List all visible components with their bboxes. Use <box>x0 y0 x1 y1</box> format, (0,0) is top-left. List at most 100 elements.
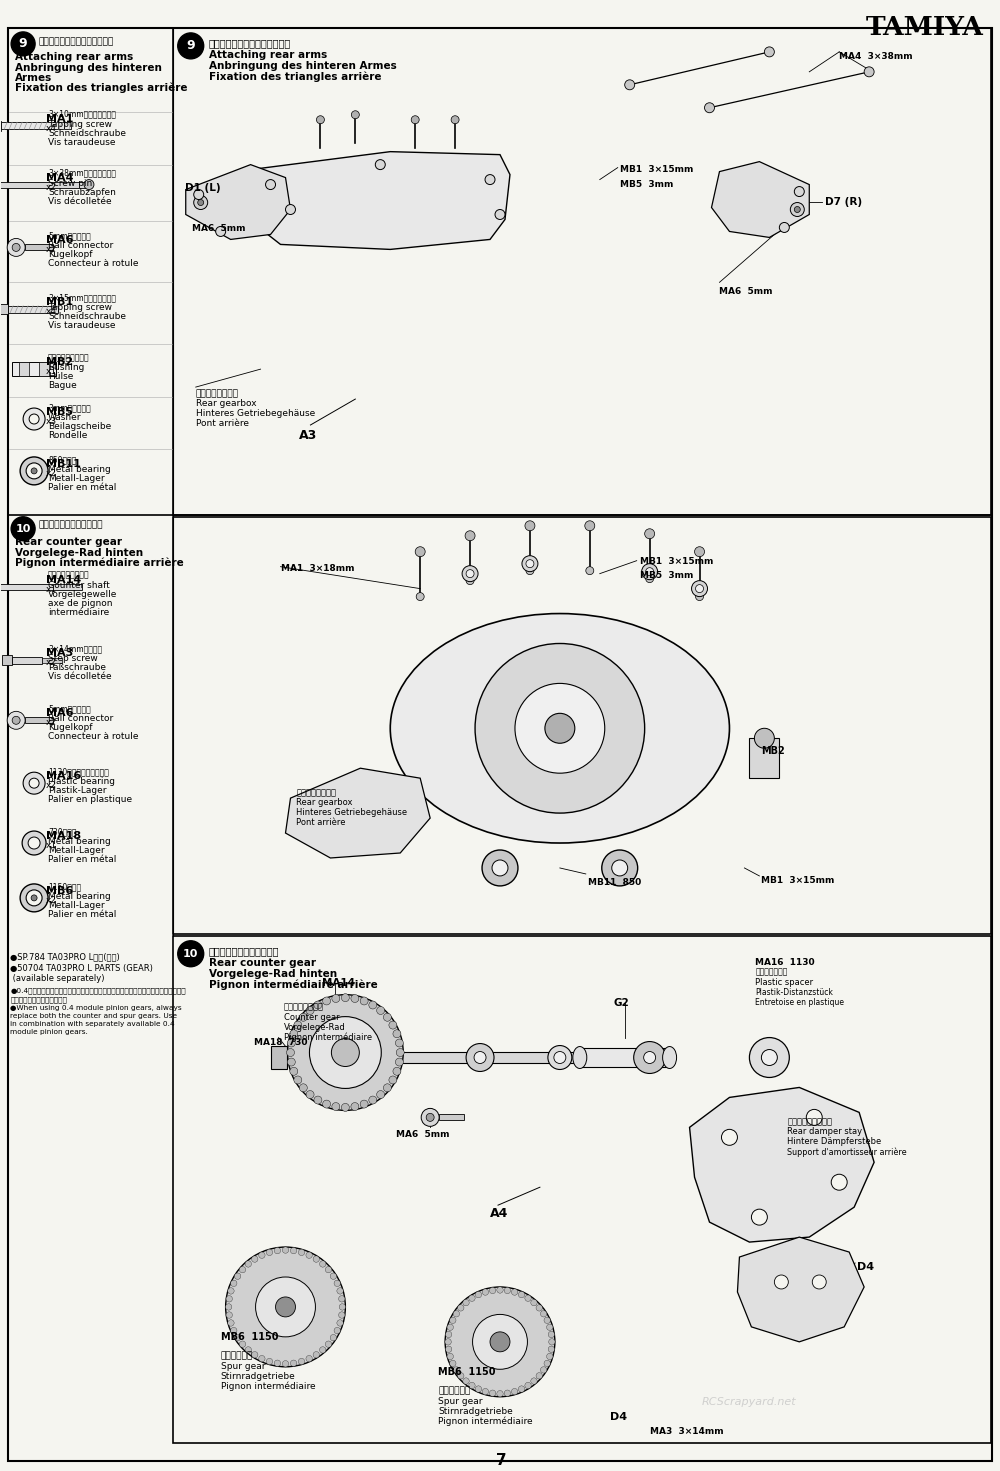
Text: MA16: MA16 <box>46 771 81 781</box>
Circle shape <box>395 1039 403 1047</box>
Circle shape <box>383 1084 391 1091</box>
Text: x2: x2 <box>46 718 57 727</box>
Circle shape <box>286 204 295 215</box>
Text: アイドラーブッシュ: アイドラーブッシュ <box>48 353 90 362</box>
Circle shape <box>178 32 204 59</box>
Text: Plastic bearing: Plastic bearing <box>48 777 115 786</box>
Bar <box>281 1052 660 1064</box>
Text: ●SP.784 TA03PRO L部品(別売): ●SP.784 TA03PRO L部品(別売) <box>10 953 120 962</box>
Circle shape <box>831 1174 847 1190</box>
Circle shape <box>325 1342 332 1347</box>
Text: 9: 9 <box>186 40 195 53</box>
Text: Rear gearbox: Rear gearbox <box>296 799 353 808</box>
Bar <box>271 1046 287 1069</box>
Circle shape <box>313 1256 319 1262</box>
Text: Step screw: Step screw <box>48 655 98 663</box>
Circle shape <box>339 1312 345 1318</box>
Circle shape <box>396 1049 404 1056</box>
Circle shape <box>325 1267 332 1272</box>
Polygon shape <box>690 1087 874 1242</box>
Polygon shape <box>249 152 510 250</box>
Circle shape <box>266 1358 273 1365</box>
Text: MA14: MA14 <box>46 575 81 584</box>
Text: Metall-Lager: Metall-Lager <box>48 900 105 911</box>
Text: Vorgelege-Rad hinten: Vorgelege-Rad hinten <box>209 969 337 978</box>
Circle shape <box>23 772 45 794</box>
Circle shape <box>466 577 474 584</box>
Circle shape <box>463 1299 469 1306</box>
Circle shape <box>314 1000 322 1009</box>
Circle shape <box>482 1289 489 1296</box>
Text: MB5  3mm: MB5 3mm <box>640 571 693 580</box>
Text: MB6: MB6 <box>46 886 73 896</box>
Circle shape <box>548 1346 555 1352</box>
Text: A4: A4 <box>490 1208 508 1219</box>
Circle shape <box>216 227 226 237</box>
Text: Spur gear: Spur gear <box>438 1397 483 1406</box>
Circle shape <box>337 1287 343 1294</box>
Circle shape <box>298 1249 305 1256</box>
Circle shape <box>320 1261 326 1267</box>
Text: Vorgelege-Rad: Vorgelege-Rad <box>284 1022 345 1031</box>
Text: Vorgelegewelle: Vorgelegewelle <box>48 590 117 599</box>
Text: Attaching rear arms: Attaching rear arms <box>209 50 327 60</box>
Circle shape <box>259 1355 265 1362</box>
Circle shape <box>375 160 385 169</box>
Circle shape <box>228 1287 234 1294</box>
Circle shape <box>749 1037 789 1077</box>
Circle shape <box>252 1352 258 1358</box>
Text: Tapping screw: Tapping screw <box>48 119 112 129</box>
Text: Pignon intermédiaire arrière: Pignon intermédiaire arrière <box>209 980 377 990</box>
Bar <box>12 658 42 663</box>
Circle shape <box>548 1046 572 1069</box>
Circle shape <box>646 568 654 575</box>
Circle shape <box>497 1287 503 1293</box>
Circle shape <box>306 1355 312 1362</box>
Text: Hintere Dämpferstebe: Hintere Dämpferstebe <box>787 1137 882 1146</box>
Bar <box>25 244 53 250</box>
Circle shape <box>276 1297 295 1317</box>
Bar <box>439 1115 464 1121</box>
Text: Schneidschraube: Schneidschraube <box>48 128 126 138</box>
Circle shape <box>462 566 478 581</box>
Text: x2: x2 <box>46 781 57 790</box>
Circle shape <box>761 1049 777 1065</box>
Text: x4: x4 <box>46 307 57 316</box>
Text: Vorgelege-Rad hinten: Vorgelege-Rad hinten <box>15 547 143 558</box>
Text: 〈リヤカウンターギヤー〉: 〈リヤカウンターギヤー〉 <box>38 521 103 530</box>
Circle shape <box>445 1287 555 1397</box>
Text: 3×10mmタッピングビス: 3×10mmタッピングビス <box>48 110 116 119</box>
Circle shape <box>389 1021 397 1030</box>
Circle shape <box>511 1289 518 1296</box>
Text: x4: x4 <box>46 124 57 132</box>
Text: Palier en métal: Palier en métal <box>48 855 116 863</box>
Text: x1: x1 <box>46 368 57 377</box>
Circle shape <box>299 1084 307 1091</box>
Bar <box>173 516 991 934</box>
Circle shape <box>395 1058 403 1066</box>
Text: MB2: MB2 <box>761 746 785 756</box>
Circle shape <box>287 1058 295 1066</box>
Circle shape <box>466 1043 494 1071</box>
Text: 3mmワッシャー: 3mmワッシャー <box>48 403 91 412</box>
Text: Connecteur à rotule: Connecteur à rotule <box>48 259 139 268</box>
Text: Plastic spacer: Plastic spacer <box>755 978 814 987</box>
Circle shape <box>20 884 48 912</box>
Circle shape <box>646 575 654 583</box>
Circle shape <box>511 1389 518 1395</box>
Circle shape <box>194 196 208 209</box>
Circle shape <box>721 1130 737 1146</box>
Circle shape <box>274 1247 281 1253</box>
Circle shape <box>341 1103 349 1112</box>
Circle shape <box>416 593 424 600</box>
Circle shape <box>518 1292 525 1297</box>
Circle shape <box>290 1068 298 1075</box>
Text: Metall-Lager: Metall-Lager <box>48 846 105 855</box>
Text: Screw pin: Screw pin <box>48 178 92 188</box>
Circle shape <box>465 531 475 541</box>
Text: スパーギヤー: スパーギヤー <box>438 1387 470 1396</box>
Circle shape <box>451 116 459 124</box>
Circle shape <box>549 1339 555 1344</box>
Circle shape <box>544 1317 550 1324</box>
Text: 3×15mmタッピングビス: 3×15mmタッピングビス <box>48 293 116 303</box>
